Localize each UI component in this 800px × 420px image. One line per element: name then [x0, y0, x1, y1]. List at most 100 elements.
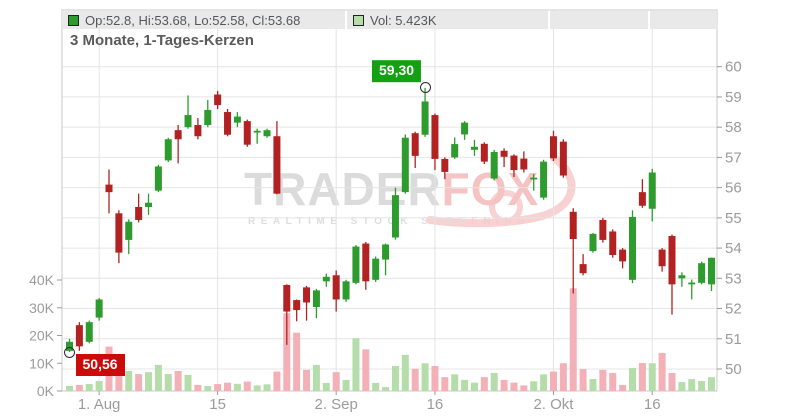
volume-bars [66, 288, 716, 391]
volume-bar [243, 381, 251, 391]
volume-bar [490, 372, 498, 391]
volume-tick-label: 10K [29, 355, 55, 371]
volume-bar [184, 374, 192, 391]
volume-bar [332, 372, 340, 391]
x-tick-label: 16 [644, 396, 661, 413]
candle-body [589, 233, 597, 252]
volume-bar [342, 379, 350, 391]
candle-body [628, 216, 636, 280]
volume-bar [668, 372, 676, 391]
candle-body [510, 155, 518, 171]
candle-body [638, 192, 646, 206]
candle-body [164, 139, 172, 161]
price-axis: 60 59 58 57 56 55 54 53 52 51 50 [717, 59, 742, 378]
price-tick-label: 51 [725, 331, 742, 348]
chart-title: 3 Monate, 1-Tages-Kerzen [70, 32, 254, 49]
candle-body [668, 235, 676, 285]
volume-bar [510, 382, 518, 391]
volume-bar [204, 386, 212, 391]
candle-body [312, 290, 320, 308]
volume-axis: 40K 30K 20K 10K 0K [29, 272, 62, 399]
candle-body [352, 246, 360, 283]
volume-bar [559, 363, 567, 391]
legend-volume-label: Vol: 5.423K [370, 12, 437, 28]
candle-body [391, 195, 399, 238]
candle-body [382, 244, 390, 260]
candle-body [263, 130, 271, 137]
candle-body [490, 151, 498, 179]
candle-body [421, 101, 429, 135]
volume-bar [688, 379, 696, 391]
volume-bar [470, 382, 478, 391]
volume-bar [214, 384, 222, 391]
candle-body [619, 249, 627, 262]
candle-body [678, 275, 686, 279]
volume-tick-label: 30K [29, 300, 55, 316]
ohlc-swatch-icon [68, 14, 79, 26]
volume-swatch-icon [353, 14, 364, 26]
volume-bar [520, 385, 528, 391]
candle-body [125, 221, 133, 240]
volume-bar [263, 384, 271, 391]
volume-bar [609, 372, 617, 391]
volume-bar [589, 379, 597, 391]
volume-bar [352, 338, 360, 391]
gridlines [62, 10, 717, 391]
low-price-badge: 50,56 [75, 354, 125, 376]
candle-body [549, 136, 557, 159]
volume-bar [698, 381, 706, 391]
candle-body [95, 299, 103, 318]
candle-body [342, 281, 350, 300]
candle-body [115, 213, 123, 253]
candle-body [480, 143, 488, 162]
volume-bar [125, 371, 133, 391]
volume-bar [233, 383, 241, 391]
candle-body [609, 231, 617, 256]
candle-body [540, 161, 548, 198]
candle-body [648, 172, 656, 209]
volume-bar [164, 374, 172, 391]
volume-bar [174, 371, 182, 391]
x-tick-label: 15 [209, 396, 226, 413]
volume-bar [569, 288, 577, 391]
price-tick-label: 53 [725, 270, 742, 287]
candle-body [253, 130, 261, 133]
high-price-badge: 59,30 [372, 60, 422, 82]
volume-bar [638, 362, 646, 391]
volume-bar [283, 313, 291, 391]
volume-bar [293, 332, 301, 391]
candle-body [500, 150, 508, 157]
price-tick-label: 59 [725, 89, 742, 106]
volume-bar [500, 379, 508, 391]
volume-bar [431, 366, 439, 391]
legend-empty-cell [550, 11, 648, 29]
candle-body [204, 109, 212, 126]
candle-body [85, 322, 93, 342]
volume-bar [253, 385, 261, 391]
volume-bar [530, 381, 538, 391]
candle-body [184, 115, 192, 128]
candle-body [145, 202, 153, 207]
volume-tick-label: 40K [29, 272, 55, 288]
volume-bar [66, 386, 73, 391]
volume-bar [154, 364, 162, 391]
legend-empty-cell [650, 11, 717, 29]
candle-body [559, 141, 567, 176]
candle-body [451, 144, 459, 158]
price-tick-label: 58 [725, 119, 742, 136]
legend-volume: Vol: 5.423K [347, 11, 548, 29]
volume-bar [678, 382, 686, 391]
volume-bar [540, 374, 548, 391]
volume-tick-label: 0K [37, 383, 55, 399]
candle-body [362, 243, 370, 282]
candle-body [174, 130, 182, 140]
high-marker-icon [419, 82, 431, 94]
volume-bar [441, 377, 449, 391]
low-marker-icon [64, 346, 75, 358]
candle-body [698, 263, 706, 283]
volume-bar [145, 372, 153, 391]
candle-body [135, 206, 143, 220]
candle-body [569, 211, 577, 240]
volume-bar [628, 367, 636, 391]
